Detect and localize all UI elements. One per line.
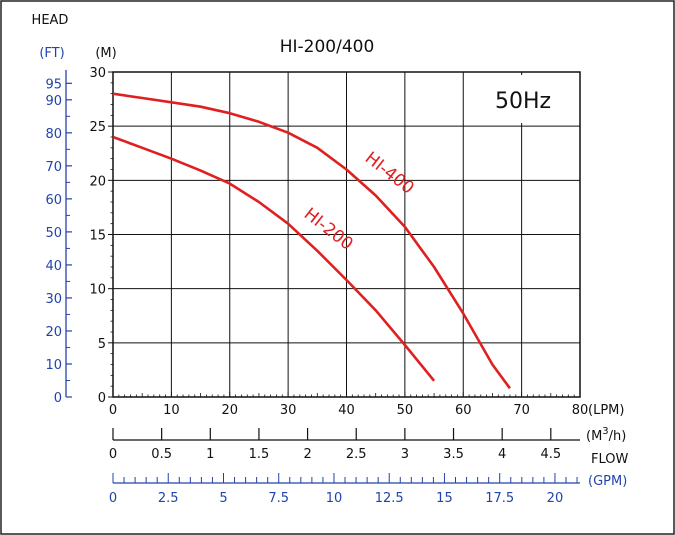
x-tick-label-lpm-8: 80 xyxy=(572,403,589,418)
x-unit-m3h-base: (M xyxy=(586,429,602,444)
y-tick-label-m-2: 10 xyxy=(89,283,106,298)
x-tick-label-m3h-3: 1.5 xyxy=(249,447,270,462)
x-tick-label-gpm-0: 0 xyxy=(109,491,117,506)
y-tick-label-m-1: 5 xyxy=(98,337,106,352)
x-unit-lpm: (LPM) xyxy=(588,403,624,418)
chart-title: HI-200/400 xyxy=(280,37,375,57)
y-tick-label-m-4: 20 xyxy=(89,174,106,189)
y-tick-label-ft-2: 20 xyxy=(45,325,62,340)
plot-area xyxy=(112,71,581,398)
x-tick-label-lpm-2: 20 xyxy=(221,403,238,418)
y-tick-label-ft-9: 90 xyxy=(45,94,62,109)
series-line-hi-400 xyxy=(112,92,511,390)
y-axis-feet: 0 10 20 30 40 50 60 70 80 90 95 xyxy=(45,70,72,406)
y-unit-m: (M) xyxy=(95,46,116,61)
y-tick-label-m-6: 30 xyxy=(89,66,106,81)
x-tick-label-lpm-7: 70 xyxy=(513,403,530,418)
y-tick-label-ft-8: 80 xyxy=(45,127,62,142)
y-tick-label-ft-5: 50 xyxy=(45,226,62,241)
x-tick-label-m3h-7: 3.5 xyxy=(443,447,464,462)
x-unit-m3h-tail: /h) xyxy=(609,429,627,444)
y-unit-ft: (FT) xyxy=(39,46,64,61)
x-tick-label-gpm-7: 17.5 xyxy=(485,491,514,506)
x-tick-label-gpm-4: 10 xyxy=(326,491,343,506)
y-tick-label-ft-4: 40 xyxy=(45,259,62,274)
x-tick-label-gpm-6: 15 xyxy=(436,491,453,506)
x-tick-label-m3h-2: 1 xyxy=(206,447,214,462)
x-axis-lpm: 0 10 20 30 40 50 60 70 80 xyxy=(109,392,588,418)
x-tick-label-lpm-4: 40 xyxy=(338,403,355,418)
y-tick-label-ft-0: 0 xyxy=(54,391,62,406)
y-tick-label-ft-3: 30 xyxy=(45,292,62,307)
x-unit-gpm: (GPM) xyxy=(588,474,627,489)
x-tick-label-lpm-6: 60 xyxy=(455,403,472,418)
y-tick-label-ft-6: 60 xyxy=(45,193,62,208)
x-axis-gpm: 0 2.5 5 7.5 10 12.5 15 17.5 20 xyxy=(109,473,580,506)
frequency-box xyxy=(468,75,578,123)
x-tick-label-lpm-5: 50 xyxy=(397,403,414,418)
x-tick-label-gpm-5: 12.5 xyxy=(375,491,404,506)
curves xyxy=(112,92,511,390)
flow-label: FLOW xyxy=(591,452,628,467)
y-axis-meters: 0 5 10 15 20 25 30 xyxy=(89,66,113,406)
x-tick-label-m3h-6: 3 xyxy=(401,447,409,462)
x-tick-label-m3h-9: 4.5 xyxy=(540,447,561,462)
y-tick-label-m-3: 15 xyxy=(89,229,106,244)
y-tick-label-m-5: 25 xyxy=(89,120,106,135)
x-tick-label-lpm-3: 30 xyxy=(280,403,297,418)
x-tick-label-lpm-1: 10 xyxy=(163,403,180,418)
grid-lines xyxy=(113,72,580,397)
frequency-annotation: 50Hz xyxy=(495,89,551,114)
x-tick-label-gpm-8: 20 xyxy=(547,491,564,506)
x-unit-m3h: (M3/h) xyxy=(586,426,626,444)
series-line-hi-200 xyxy=(112,135,436,382)
x-axis-m3h: 0 0.5 1 1.5 2 2.5 3 3.5 4 4.5 xyxy=(109,428,580,462)
x-tick-label-m3h-0: 0 xyxy=(109,447,117,462)
x-tick-label-lpm-0: 0 xyxy=(109,403,117,418)
x-tick-label-gpm-3: 7.5 xyxy=(268,491,289,506)
x-unit-m3h-sup: 3 xyxy=(602,426,608,437)
x-tick-label-m3h-4: 2 xyxy=(303,447,311,462)
curve-label-hi-200: HI-200 xyxy=(300,204,357,254)
y-tick-label-m-0: 0 xyxy=(98,391,106,406)
x-tick-label-gpm-1: 2.5 xyxy=(158,491,179,506)
y-tick-label-ft-1: 10 xyxy=(45,358,62,373)
y-tick-label-ft-7: 70 xyxy=(45,160,62,175)
x-tick-label-m3h-5: 2.5 xyxy=(346,447,367,462)
x-tick-label-m3h-1: 0.5 xyxy=(151,447,172,462)
y-tick-label-ft-10: 95 xyxy=(45,77,62,92)
x-tick-label-m3h-8: 4 xyxy=(498,447,506,462)
head-label: HEAD xyxy=(32,13,69,28)
x-tick-label-gpm-2: 5 xyxy=(219,491,227,506)
